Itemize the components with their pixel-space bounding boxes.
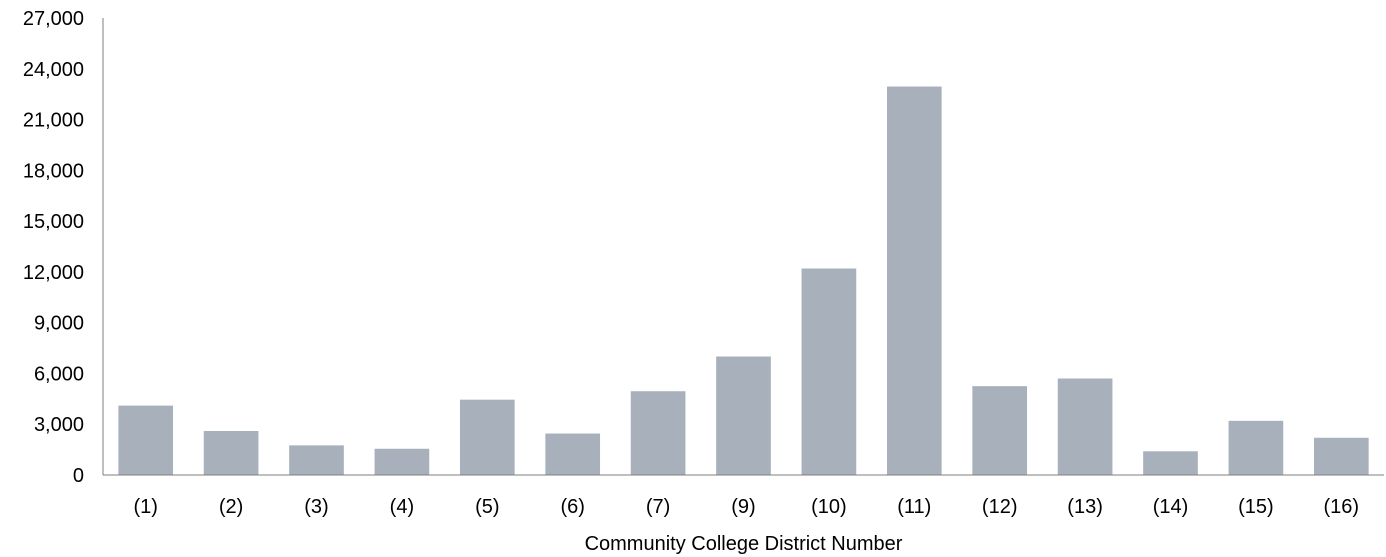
y-tick-label: 6,000	[34, 363, 84, 385]
y-tick-label: 15,000	[23, 211, 84, 233]
x-tick-label: (9)	[731, 496, 755, 518]
x-tick-label: (3)	[304, 496, 328, 518]
x-axis-title: Community College District Number	[585, 533, 903, 555]
y-tick-label: 0	[73, 465, 84, 487]
y-tick-label: 24,000	[23, 59, 84, 81]
bar-4	[460, 400, 515, 475]
y-tick-label: 18,000	[23, 160, 84, 182]
bar-7	[716, 357, 771, 475]
y-tick-label: 21,000	[23, 110, 84, 132]
x-tick-label: (13)	[1067, 496, 1103, 518]
bars-group	[118, 87, 1368, 475]
x-tick-label: (16)	[1324, 496, 1360, 518]
x-tick-label: (4)	[390, 496, 414, 518]
bar-12	[1143, 451, 1198, 475]
bar-3	[375, 449, 430, 475]
bar-13	[1229, 421, 1284, 475]
bar-1	[204, 431, 259, 475]
x-tick-label: (2)	[219, 496, 243, 518]
bar-5	[545, 434, 600, 475]
bar-14	[1314, 438, 1369, 475]
x-tick-labels: (1) (2) (3) (4) (5) (6) (7) (9) (10) (11) (12) (13)…	[133, 496, 1359, 518]
bar-8	[802, 269, 857, 476]
bar-10	[972, 386, 1027, 475]
bar-9	[887, 87, 942, 475]
y-tick-label: 3,000	[34, 414, 84, 436]
y-tick-label: 27,000	[23, 8, 84, 30]
x-tick-label: (14)	[1153, 496, 1189, 518]
x-tick-label: (1)	[133, 496, 157, 518]
y-tick-label: 12,000	[23, 262, 84, 284]
bar-6	[631, 391, 686, 475]
x-tick-label: (11)	[897, 496, 931, 518]
y-tick-label: 9,000	[34, 313, 84, 335]
bar-11	[1058, 379, 1113, 475]
x-tick-label: (10)	[811, 496, 847, 518]
x-tick-label: (5)	[475, 496, 499, 518]
y-tick-labels: 0 3,000 6,000 9,000 12,000 15,000 18,000 21,000…	[23, 8, 84, 487]
x-tick-label: (6)	[560, 496, 584, 518]
x-tick-label: (7)	[646, 496, 670, 518]
bar-0	[118, 406, 173, 475]
bar-2	[289, 445, 344, 475]
x-tick-label: (12)	[982, 496, 1018, 518]
x-tick-label: (15)	[1238, 496, 1274, 518]
